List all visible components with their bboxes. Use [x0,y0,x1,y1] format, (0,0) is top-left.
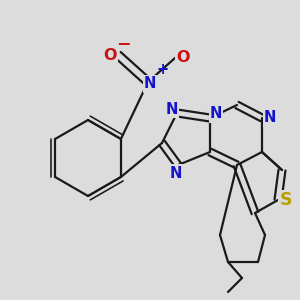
Text: N: N [166,101,178,116]
Text: +: + [157,62,169,77]
Text: O: O [176,50,190,65]
Text: S: S [280,191,292,209]
Text: O: O [103,47,117,62]
Text: N: N [210,106,222,122]
Text: N: N [144,76,156,92]
Text: −: − [116,34,130,52]
Text: N: N [170,166,182,181]
Text: N: N [264,110,276,125]
